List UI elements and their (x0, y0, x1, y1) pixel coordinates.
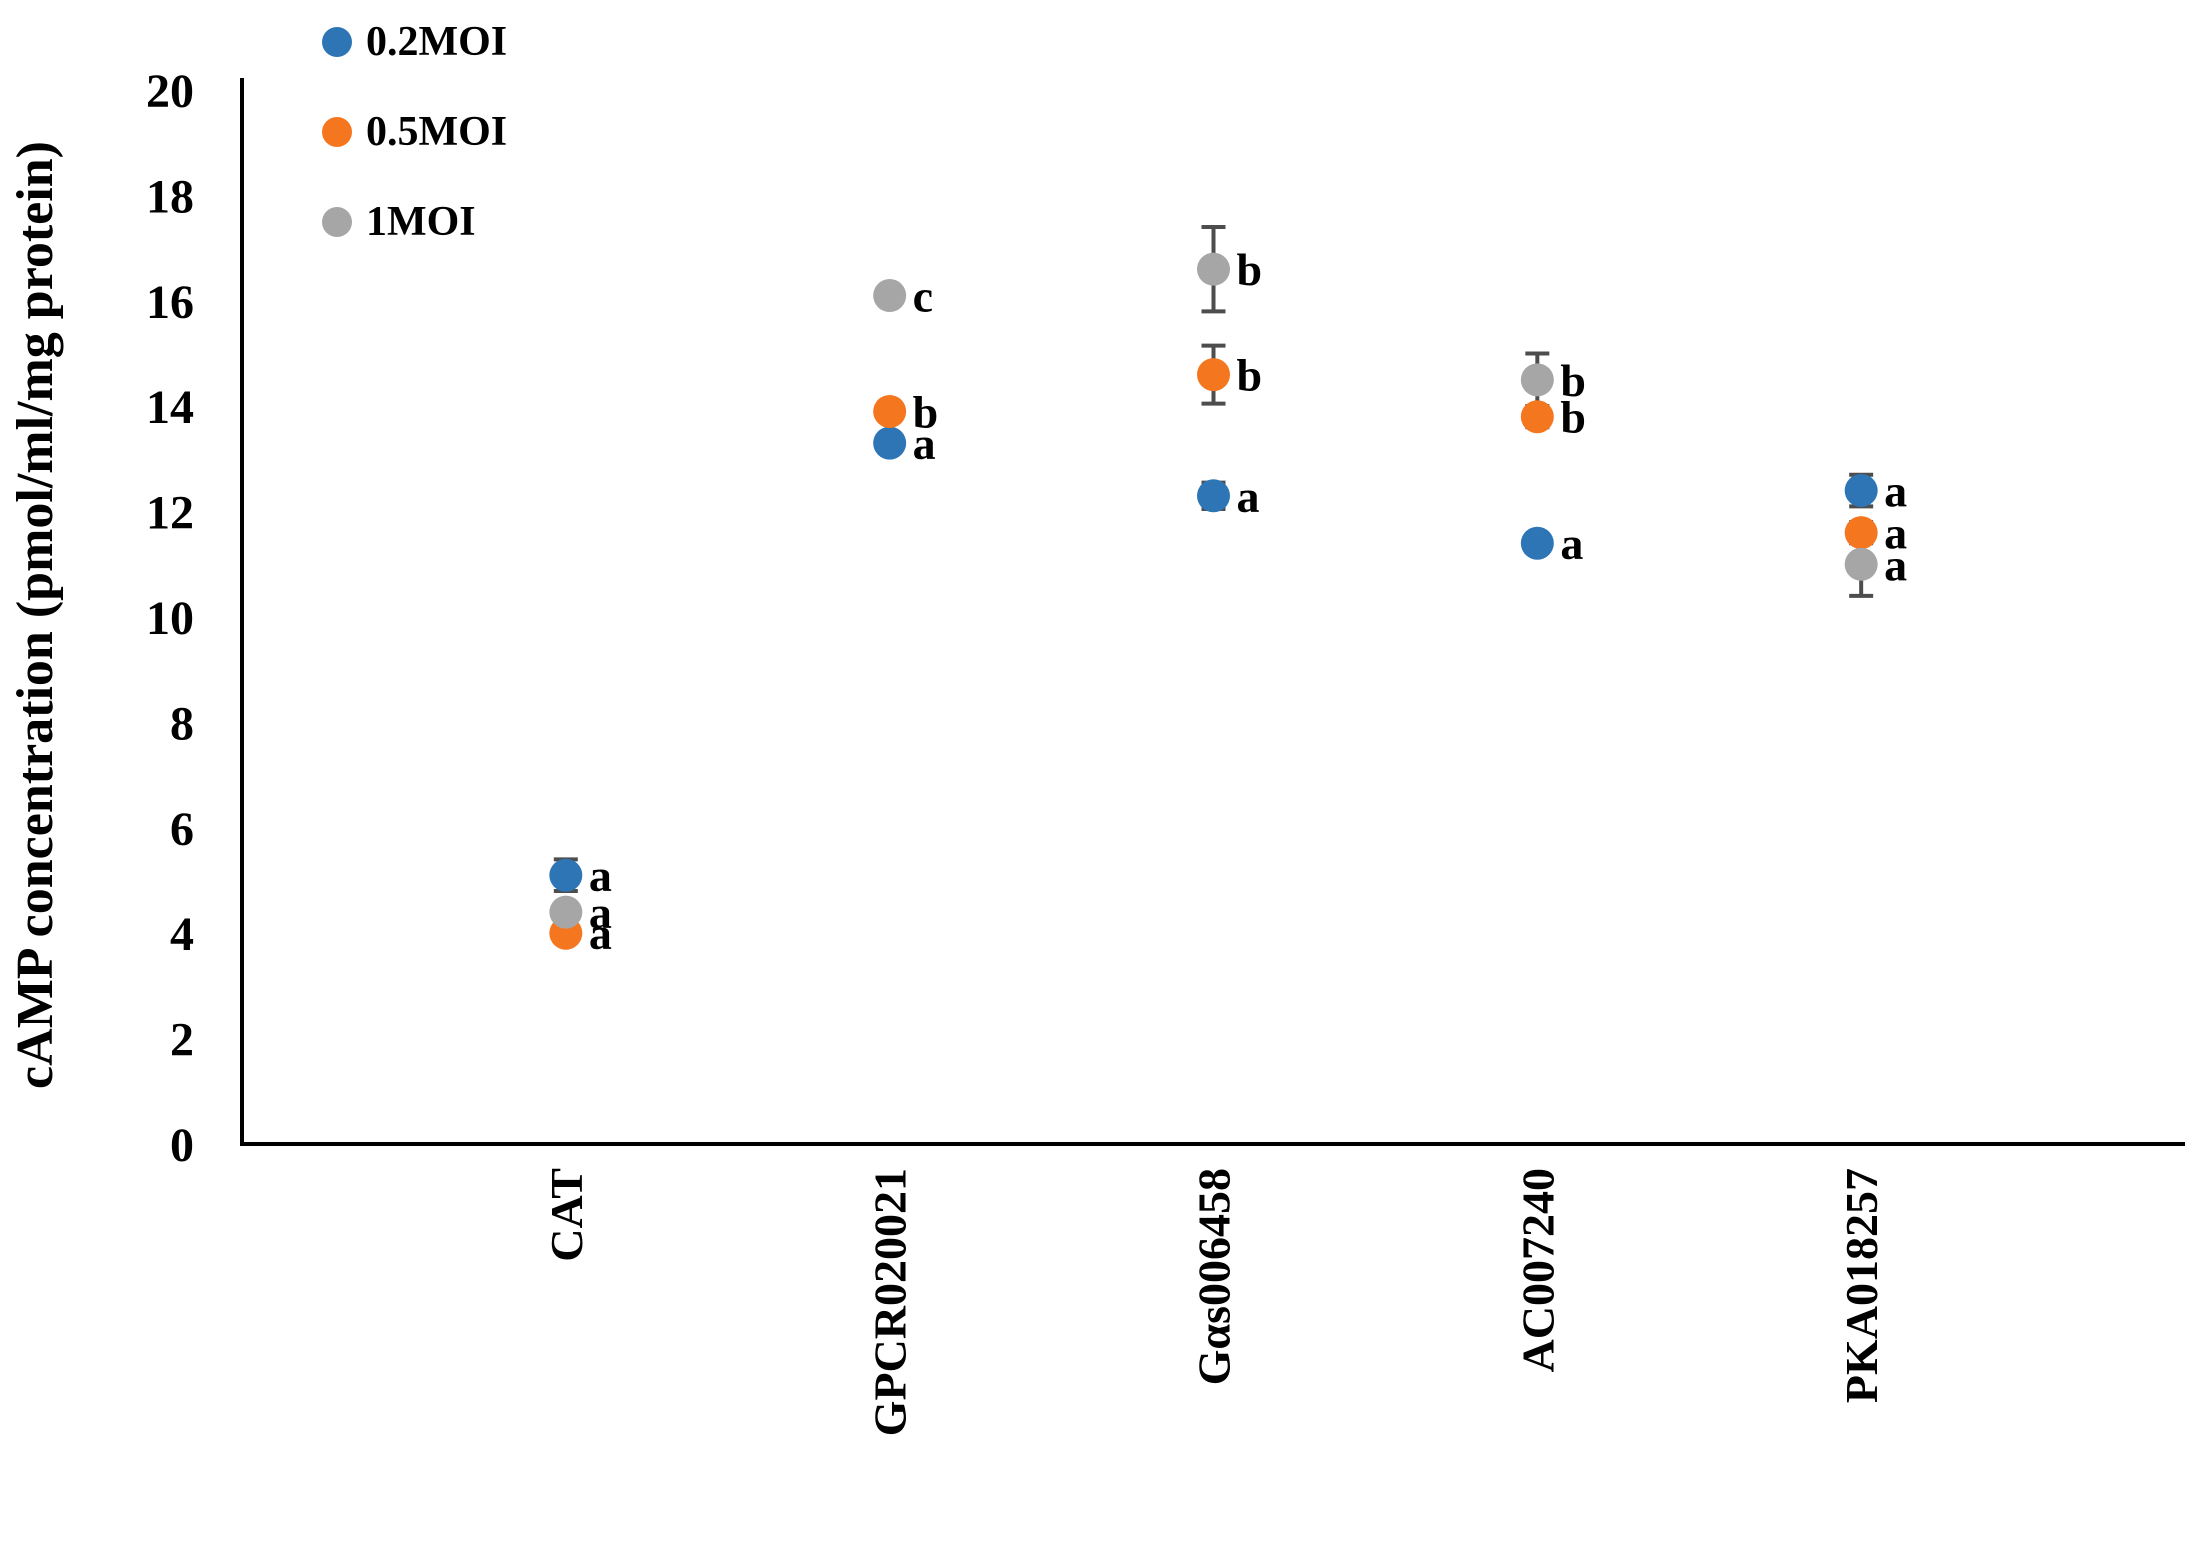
legend-marker-02moi-icon (322, 27, 352, 57)
y-axis-title: cAMP concentration (pmol/ml/mg protein) (7, 141, 64, 1089)
data-point-0.5MOI-GPCR020021 (873, 394, 907, 428)
data-point-0.5MOI-AC007240 (1520, 400, 1554, 434)
y-tick-label: 20 (146, 65, 194, 118)
significance-letter: b (1237, 350, 1263, 401)
data-point-0.2MOI-PKA018257 (1844, 474, 1878, 508)
data-point-1MOI-PKA018257 (1844, 547, 1878, 581)
y-tick-label: 16 (146, 276, 194, 329)
x-category-label: AC007240 (1512, 1168, 1563, 1372)
significance-letter: c (913, 271, 933, 322)
y-tick-label: 4 (170, 908, 194, 961)
legend: 0.2MOI 0.5MOI 1MOI (322, 18, 507, 246)
data-points-layer (549, 252, 1878, 950)
legend-label-02moi: 0.2MOI (366, 19, 508, 65)
data-point-0.2MOI-AC007240 (1520, 526, 1554, 560)
error-bars-layer (553, 225, 1874, 941)
significance-letter: b (1237, 244, 1263, 295)
axis-lines (240, 78, 2185, 1146)
significance-letter: a (1884, 508, 1907, 559)
legend-item-1moi: 1MOI (322, 198, 507, 246)
y-tick-label: 10 (146, 592, 194, 645)
data-point-1MOI-CAT (549, 895, 583, 929)
significance-letter: b (1560, 392, 1586, 443)
y-tick-label: 6 (170, 803, 194, 856)
significance-letter: a (1237, 471, 1260, 522)
y-tick-label: 18 (146, 170, 194, 223)
y-tick-label: 8 (170, 697, 194, 750)
y-tick-label: 14 (146, 381, 194, 434)
data-point-0.5MOI-PKA018257 (1844, 516, 1878, 550)
y-tick-label: 12 (146, 487, 194, 540)
legend-marker-05moi-icon (322, 117, 352, 147)
data-point-1MOI-AC007240 (1520, 363, 1554, 397)
x-category-label: Gαs006458 (1189, 1168, 1240, 1385)
y-tick-label: 2 (170, 1014, 194, 1067)
significance-letter: b (913, 386, 939, 437)
data-point-0.2MOI-GPCR020021 (873, 426, 907, 460)
significance-letter: a (1884, 466, 1907, 517)
x-category-label: PKA018257 (1836, 1168, 1887, 1403)
significance-letter: a (1884, 539, 1907, 590)
significance-letter: b (1560, 355, 1586, 406)
y-tick-label: 0 (170, 1119, 194, 1172)
data-point-1MOI-GPCR020021 (873, 279, 907, 313)
x-category-label: GPCR020021 (865, 1168, 916, 1436)
legend-item-02moi: 0.2MOI (322, 18, 507, 66)
significance-letter: a (589, 887, 612, 938)
data-point-0.2MOI-CAT (549, 858, 583, 892)
significance-letter: a (589, 850, 612, 901)
legend-marker-1moi-icon (322, 207, 352, 237)
legend-label-1moi: 1MOI (366, 199, 476, 245)
data-point-0.5MOI-Gαs006458 (1197, 358, 1230, 392)
data-point-0.2MOI-Gαs006458 (1197, 479, 1230, 513)
x-category-label: CAT (541, 1168, 592, 1262)
significance-letter: a (589, 908, 612, 959)
legend-item-05moi: 0.5MOI (322, 108, 507, 156)
data-point-1MOI-Gαs006458 (1197, 252, 1230, 286)
significance-letter: a (913, 418, 936, 469)
legend-label-05moi: 0.5MOI (366, 109, 508, 155)
axes-layer: 0 2 4 6 8 10 12 14 16 18 20 CAT GPCR020021 Gαs006458 A… (146, 65, 2185, 1436)
significance-letter: a (1560, 518, 1583, 569)
